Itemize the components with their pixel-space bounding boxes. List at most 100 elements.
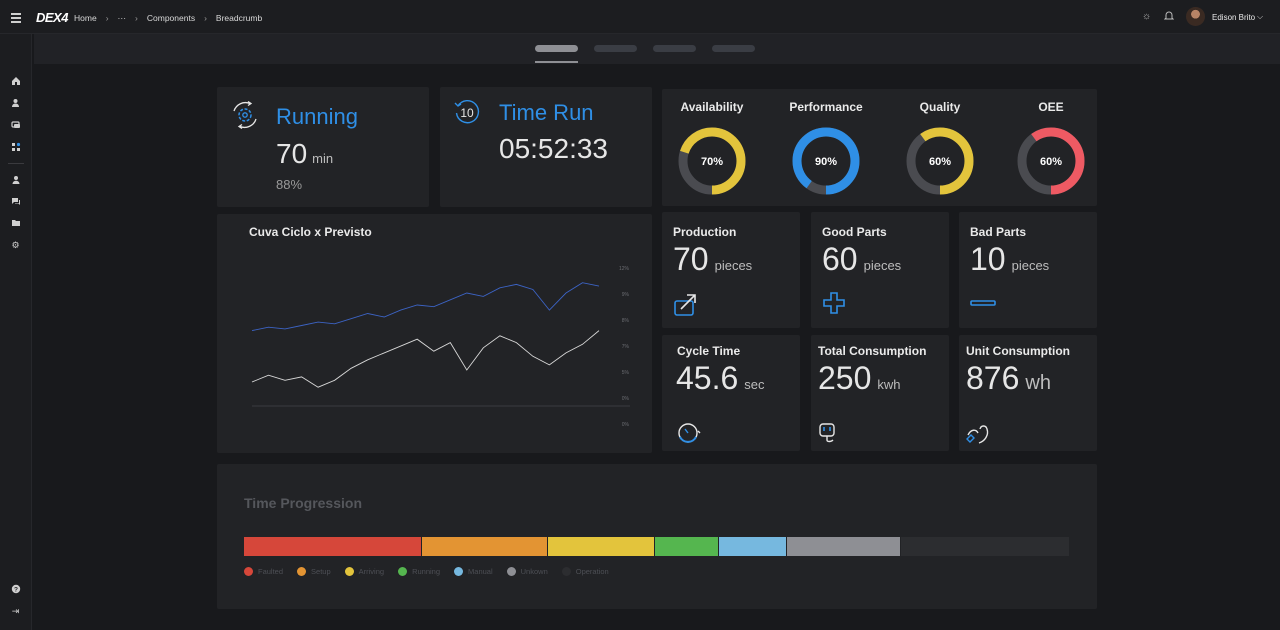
good-parts-label: Good Parts [822, 225, 887, 239]
good-parts-card: Good Parts 60 pieces [811, 212, 949, 328]
bad-parts-unit: pieces [1011, 258, 1050, 273]
breadcrumb-separator-icon: › [135, 13, 138, 23]
running-value: 70 min [276, 138, 333, 170]
time-run-value: 05:52:33 [499, 133, 608, 164]
total-consumption-card: Total Consumption 250 kwh [811, 335, 949, 451]
home-icon[interactable] [10, 76, 21, 87]
legend-item-faulted[interactable]: Faulted [244, 567, 283, 576]
sidebar [0, 34, 32, 630]
production-value: 70 pieces [673, 241, 752, 278]
arrow-up-right-icon [673, 291, 699, 322]
running-number: 70 [276, 138, 308, 169]
gauge-fill [792, 127, 860, 195]
unit-consumption-card: Unit Consumption 876 wh [959, 335, 1097, 451]
gauge-label-availability: Availability [680, 100, 744, 114]
gauge-value: 60% [929, 156, 951, 168]
gauge-label-oee: OEE [1038, 100, 1064, 114]
legend-item-unkown[interactable]: Unkown [506, 567, 548, 576]
tab-1[interactable] [535, 45, 578, 52]
gauge-value: 70% [701, 156, 723, 168]
segment-running [654, 537, 719, 556]
bad-parts-card: Bad Parts 10 pieces [959, 212, 1097, 328]
sidebar-divider [8, 163, 24, 164]
gauge-performance: 90% [792, 127, 860, 195]
svg-text:?: ? [14, 586, 18, 593]
user-add-icon[interactable] [10, 98, 21, 109]
legend-item-arriving[interactable]: Arriving [344, 567, 385, 576]
logo[interactable]: DEX4 [36, 10, 68, 25]
series-line-2 [251, 330, 600, 388]
legend-item-operation[interactable]: Operation [561, 567, 609, 576]
good-parts-value: 60 pieces [822, 241, 901, 278]
logout-icon[interactable]: ⇥ [11, 606, 20, 616]
plug-icon [817, 419, 843, 450]
cards-icon[interactable] [10, 120, 21, 131]
legend-label: Arriving [358, 567, 385, 576]
avatar[interactable] [1186, 7, 1205, 26]
chat-icon[interactable] [10, 196, 21, 207]
folder-icon[interactable] [10, 218, 21, 229]
gear-icon[interactable]: ⚙ [11, 240, 20, 250]
legend-item-setup[interactable]: Setup [297, 567, 331, 576]
y-tick-label: 12% [619, 266, 630, 272]
menu-icon[interactable] [11, 13, 21, 25]
running-card: Running 70 min 88% [217, 87, 429, 207]
segment-unkown [786, 537, 902, 556]
breadcrumb-separator-icon: › [204, 13, 207, 23]
user-name[interactable]: Edison Brito [1212, 13, 1256, 22]
production-label: Production [673, 225, 737, 239]
running-title: Running [276, 104, 358, 129]
chart-card: Cuva Ciclo x Previsto 12% 9% 8% 7% 5% 0% 0% [217, 214, 652, 453]
time-progression-bar [244, 537, 1070, 556]
running-unit: min [312, 151, 334, 166]
gauge-label-performance: Performance [789, 100, 863, 114]
legend-dot-icon [398, 567, 408, 576]
legend-label: Operation [575, 567, 609, 576]
power-cord-icon [965, 419, 991, 450]
legend-label: Manual [468, 567, 493, 576]
time-run-card: 10 Time Run 05:52:33 [440, 87, 652, 207]
bad-parts-value: 10 pieces [970, 241, 1049, 278]
unit-consumption-value: 876 wh [966, 360, 1051, 397]
production-card: Production 70 pieces [662, 212, 800, 328]
tab-3[interactable] [653, 45, 696, 52]
tab-2[interactable] [594, 45, 637, 52]
legend-dot-icon [506, 567, 516, 576]
legend-item-running[interactable]: Running [398, 567, 440, 576]
timer-icon-text: 10 [460, 106, 474, 120]
line-chart: 12% 9% 8% 7% 5% 0% 0% [251, 266, 630, 428]
y-tick-label: 7% [622, 344, 630, 350]
chart-title: Cuva Ciclo x Previsto [249, 225, 372, 239]
time-progression-legend: Faulted Setup Arriving Running Manual Unkown O… [244, 567, 623, 576]
bad-parts-label: Bad Parts [970, 225, 1027, 239]
production-unit: pieces [714, 258, 753, 273]
legend-label: Running [412, 567, 441, 576]
series-line-1 [251, 282, 600, 332]
cycle-time-value: 45.6 sec [676, 360, 765, 397]
breadcrumb-home[interactable]: Home [74, 13, 97, 23]
legend-dot-icon [561, 567, 571, 576]
cycle-time-number: 45.6 [676, 360, 739, 396]
legend-item-manual[interactable]: Manual [454, 567, 493, 576]
gauge-fill [906, 127, 974, 195]
person-icon[interactable] [10, 175, 21, 186]
cycle-time-label: Cycle Time [677, 344, 741, 358]
legend-dot-icon [297, 567, 307, 576]
time-run-title: Time Run [499, 100, 594, 125]
production-number: 70 [673, 241, 709, 277]
notification-icon[interactable] [1163, 11, 1175, 24]
y-tick-label: 5% [622, 370, 630, 376]
y-tick-label: 0% [622, 422, 630, 428]
sun-icon[interactable]: ☼ [1142, 11, 1152, 22]
cycle-time-card: Cycle Time 45.6 sec [662, 335, 800, 451]
breadcrumb-components[interactable]: Components [146, 13, 196, 23]
stopwatch-icon [676, 419, 702, 450]
gauge-oee: 60% [1017, 127, 1085, 195]
chevron-down-icon[interactable]: ⌵ [1257, 12, 1264, 21]
apps-icon[interactable] [10, 142, 21, 153]
segment-arriving [547, 537, 655, 556]
help-icon[interactable]: ? [10, 584, 21, 595]
total-consumption-number: 250 [818, 360, 872, 396]
breadcrumb-ellipsis[interactable]: ··· [117, 13, 127, 23]
tab-4[interactable] [712, 45, 755, 52]
